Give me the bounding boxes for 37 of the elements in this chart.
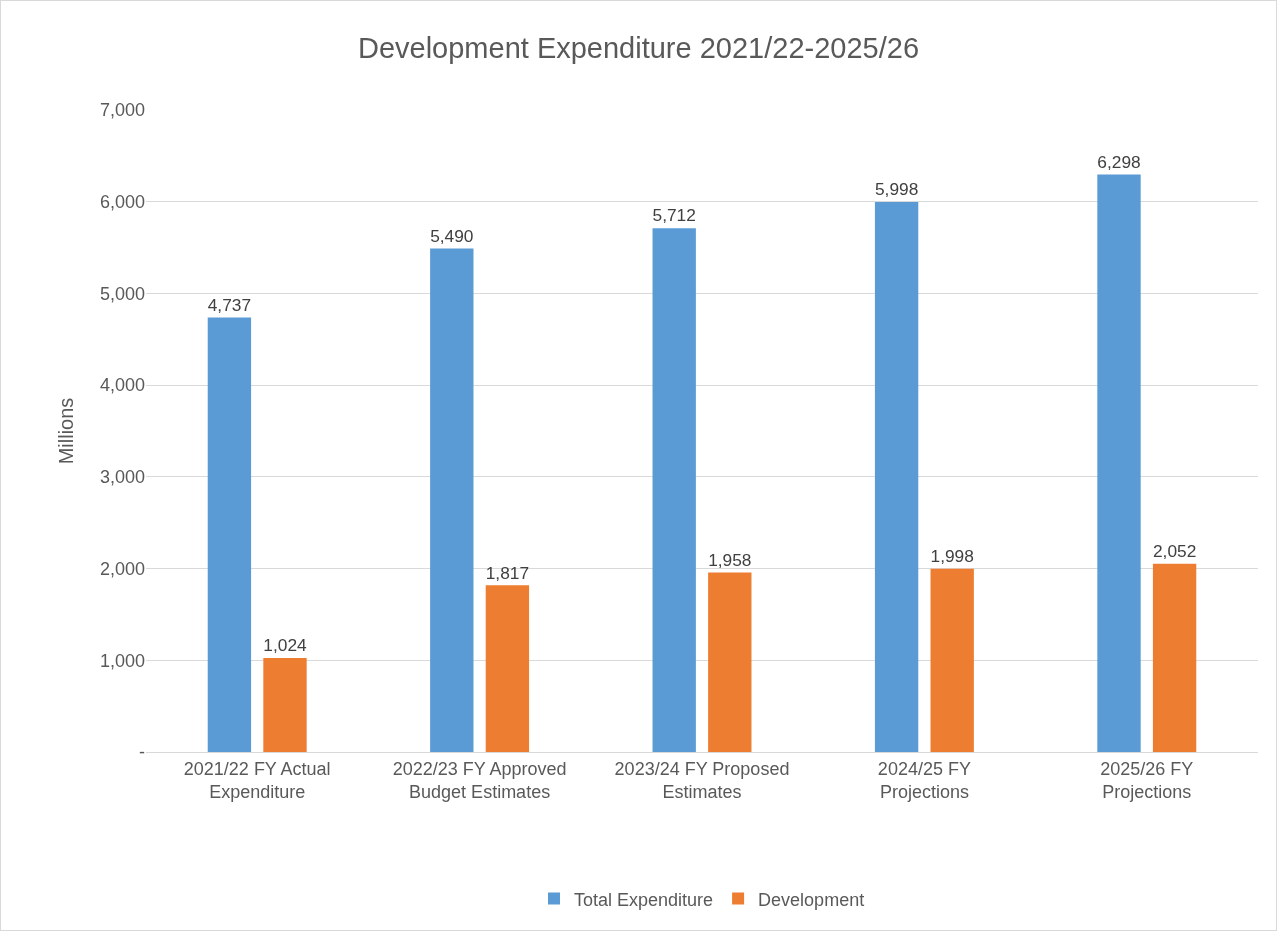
data-label: 5,998 <box>874 179 919 200</box>
data-label: 1,998 <box>930 545 974 566</box>
data-label: 4,737 <box>207 294 252 315</box>
bar <box>708 572 752 752</box>
bar <box>652 228 696 752</box>
legend-label: Development <box>758 889 865 910</box>
y-tick-label: 6,000 <box>99 192 145 213</box>
bar <box>1152 563 1197 752</box>
x-tick-label: 2025/26 FY Projections <box>1100 758 1194 802</box>
bar <box>485 585 530 752</box>
bar <box>430 248 474 752</box>
x-tick-label: 2022/23 FY Approved Budget Estimates <box>392 758 567 802</box>
y-tick-label: 1,000 <box>99 650 145 671</box>
x-tick-label: 2023/24 FY Proposed Estimates <box>614 758 790 802</box>
x-tick-label: 2021/22 FY Actual Expenditure <box>183 758 331 802</box>
bar <box>930 568 974 752</box>
x-tick-label: 2024/25 FY Projections <box>877 758 971 802</box>
chart-title: Development Expenditure 2021/22-2025/26 <box>357 32 920 65</box>
bar <box>207 317 252 752</box>
y-tick-label: 5,000 <box>99 283 145 304</box>
data-label: 2,052 <box>1152 540 1197 561</box>
legend-label: Total Expenditure <box>574 889 714 910</box>
y-tick-label: 4,000 <box>99 375 145 396</box>
y-tick-label: 7,000 <box>99 100 145 121</box>
data-label: 1,817 <box>485 562 530 583</box>
data-label: 6,298 <box>1097 151 1141 172</box>
data-label: 1,024 <box>263 635 308 656</box>
y-tick-label: 3,000 <box>99 467 145 488</box>
bar <box>874 201 919 752</box>
y-axis-title: Millions <box>55 397 78 465</box>
bar <box>1097 174 1141 752</box>
bar <box>263 658 307 752</box>
y-tick-label: - <box>139 742 145 763</box>
y-tick-label: 2,000 <box>99 558 145 579</box>
data-label: 5,490 <box>430 225 474 246</box>
data-label: 5,712 <box>652 205 696 226</box>
data-label: 1,958 <box>708 549 752 570</box>
